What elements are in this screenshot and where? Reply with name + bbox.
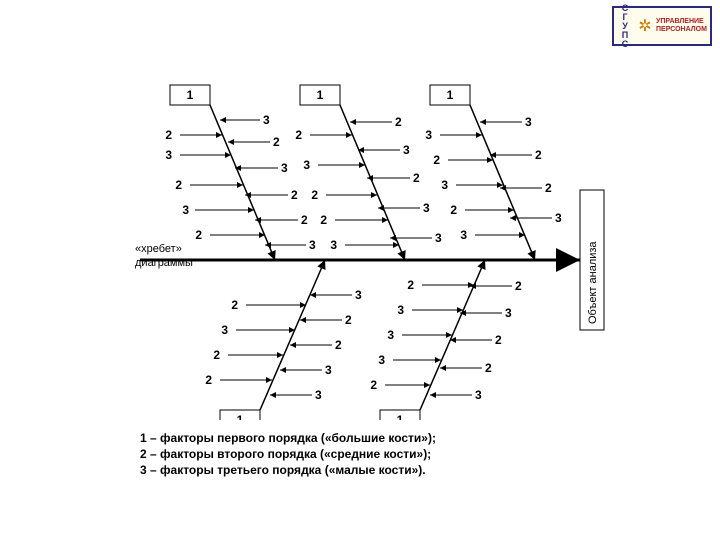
twig-label: 3 <box>182 203 189 217</box>
twig-label: 2 <box>395 115 402 129</box>
logo-glyph-icon: ✲ <box>634 8 656 44</box>
twig-label: 2 <box>231 298 238 312</box>
factor-box-label: 1 <box>447 88 454 102</box>
twig-label: 3 <box>387 328 394 342</box>
twig-label: 3 <box>475 388 482 402</box>
logo-letter: С <box>622 40 629 49</box>
twig-label: 3 <box>423 201 430 215</box>
twig-label: 3 <box>309 238 316 252</box>
twig-label: 2 <box>273 135 280 149</box>
twig-label: 3 <box>330 238 337 252</box>
factor-box-label: 1 <box>237 413 244 420</box>
logo-caption: УПРАВЛЕНИЕ ПЕРСОНАЛОМ <box>656 18 710 34</box>
twig-label: 3 <box>315 388 322 402</box>
twig-label: 2 <box>311 188 318 202</box>
twig-label: 3 <box>460 228 467 242</box>
logo-badge: С Г У П С ✲ УПРАВЛЕНИЕ ПЕРСОНАЛОМ <box>612 6 712 46</box>
factor-box-label: 1 <box>317 88 324 102</box>
twig-label: 2 <box>433 153 440 167</box>
twig-label: 2 <box>407 278 414 292</box>
primary-bone <box>210 105 275 260</box>
legend: 1 – факторы первого порядка («большие ко… <box>140 430 436 478</box>
twig-label: 3 <box>221 323 228 337</box>
twig-label: 2 <box>295 128 302 142</box>
twig-label: 2 <box>335 338 342 352</box>
legend-line: 2 – факторы второго порядка («средние ко… <box>140 446 436 462</box>
page: С Г У П С ✲ УПРАВЛЕНИЕ ПЕРСОНАЛОМ «хребе… <box>0 0 720 540</box>
legend-line: 3 – факторы третьего порядка («малые кос… <box>140 462 436 478</box>
twig-label: 2 <box>175 178 182 192</box>
twig-label: 2 <box>320 213 327 227</box>
twig-label: 2 <box>545 181 552 195</box>
twig-label: 2 <box>213 348 220 362</box>
twig-label: 2 <box>450 203 457 217</box>
twig-label: 2 <box>301 213 308 227</box>
twig-label: 2 <box>291 188 298 202</box>
twig-label: 2 <box>495 333 502 347</box>
spine-label: диаграммы <box>135 257 193 269</box>
twig-label: 2 <box>195 228 202 242</box>
spine-label: «хребет» <box>135 243 182 255</box>
twig-label: 3 <box>525 115 532 129</box>
twig-label: 3 <box>555 211 562 225</box>
twig-label: 3 <box>325 363 332 377</box>
logo-caption-line: УПРАВЛЕНИЕ <box>656 18 708 26</box>
analysis-object-label: Объект анализа <box>587 241 599 324</box>
twig-label: 2 <box>413 171 420 185</box>
twig-label: 2 <box>205 373 212 387</box>
twig-label: 3 <box>397 303 404 317</box>
fishbone-diagram: «хребет»диаграммыОбъект анализа123232323… <box>100 60 640 420</box>
twig-label: 3 <box>378 353 385 367</box>
logo-caption-line: ПЕРСОНАЛОМ <box>656 26 708 34</box>
twig-label: 3 <box>441 178 448 192</box>
factor-box-label: 1 <box>397 413 404 420</box>
twig-label: 3 <box>281 161 288 175</box>
twig-label: 3 <box>425 128 432 142</box>
logo-acronym: С Г У П С <box>614 8 634 44</box>
twig-label: 2 <box>485 361 492 375</box>
twig-label: 2 <box>535 148 542 162</box>
twig-label: 2 <box>165 128 172 142</box>
twig-label: 3 <box>355 288 362 302</box>
twig-label: 3 <box>165 148 172 162</box>
twig-label: 3 <box>435 231 442 245</box>
factor-box-label: 1 <box>187 88 194 102</box>
legend-line: 1 – факторы первого порядка («большие ко… <box>140 430 436 446</box>
twig-label: 3 <box>263 113 270 127</box>
twig-label: 2 <box>515 279 522 293</box>
twig-label: 3 <box>303 158 310 172</box>
twig-label: 2 <box>370 378 377 392</box>
twig-label: 3 <box>505 306 512 320</box>
twig-label: 3 <box>403 143 410 157</box>
twig-label: 2 <box>345 313 352 327</box>
